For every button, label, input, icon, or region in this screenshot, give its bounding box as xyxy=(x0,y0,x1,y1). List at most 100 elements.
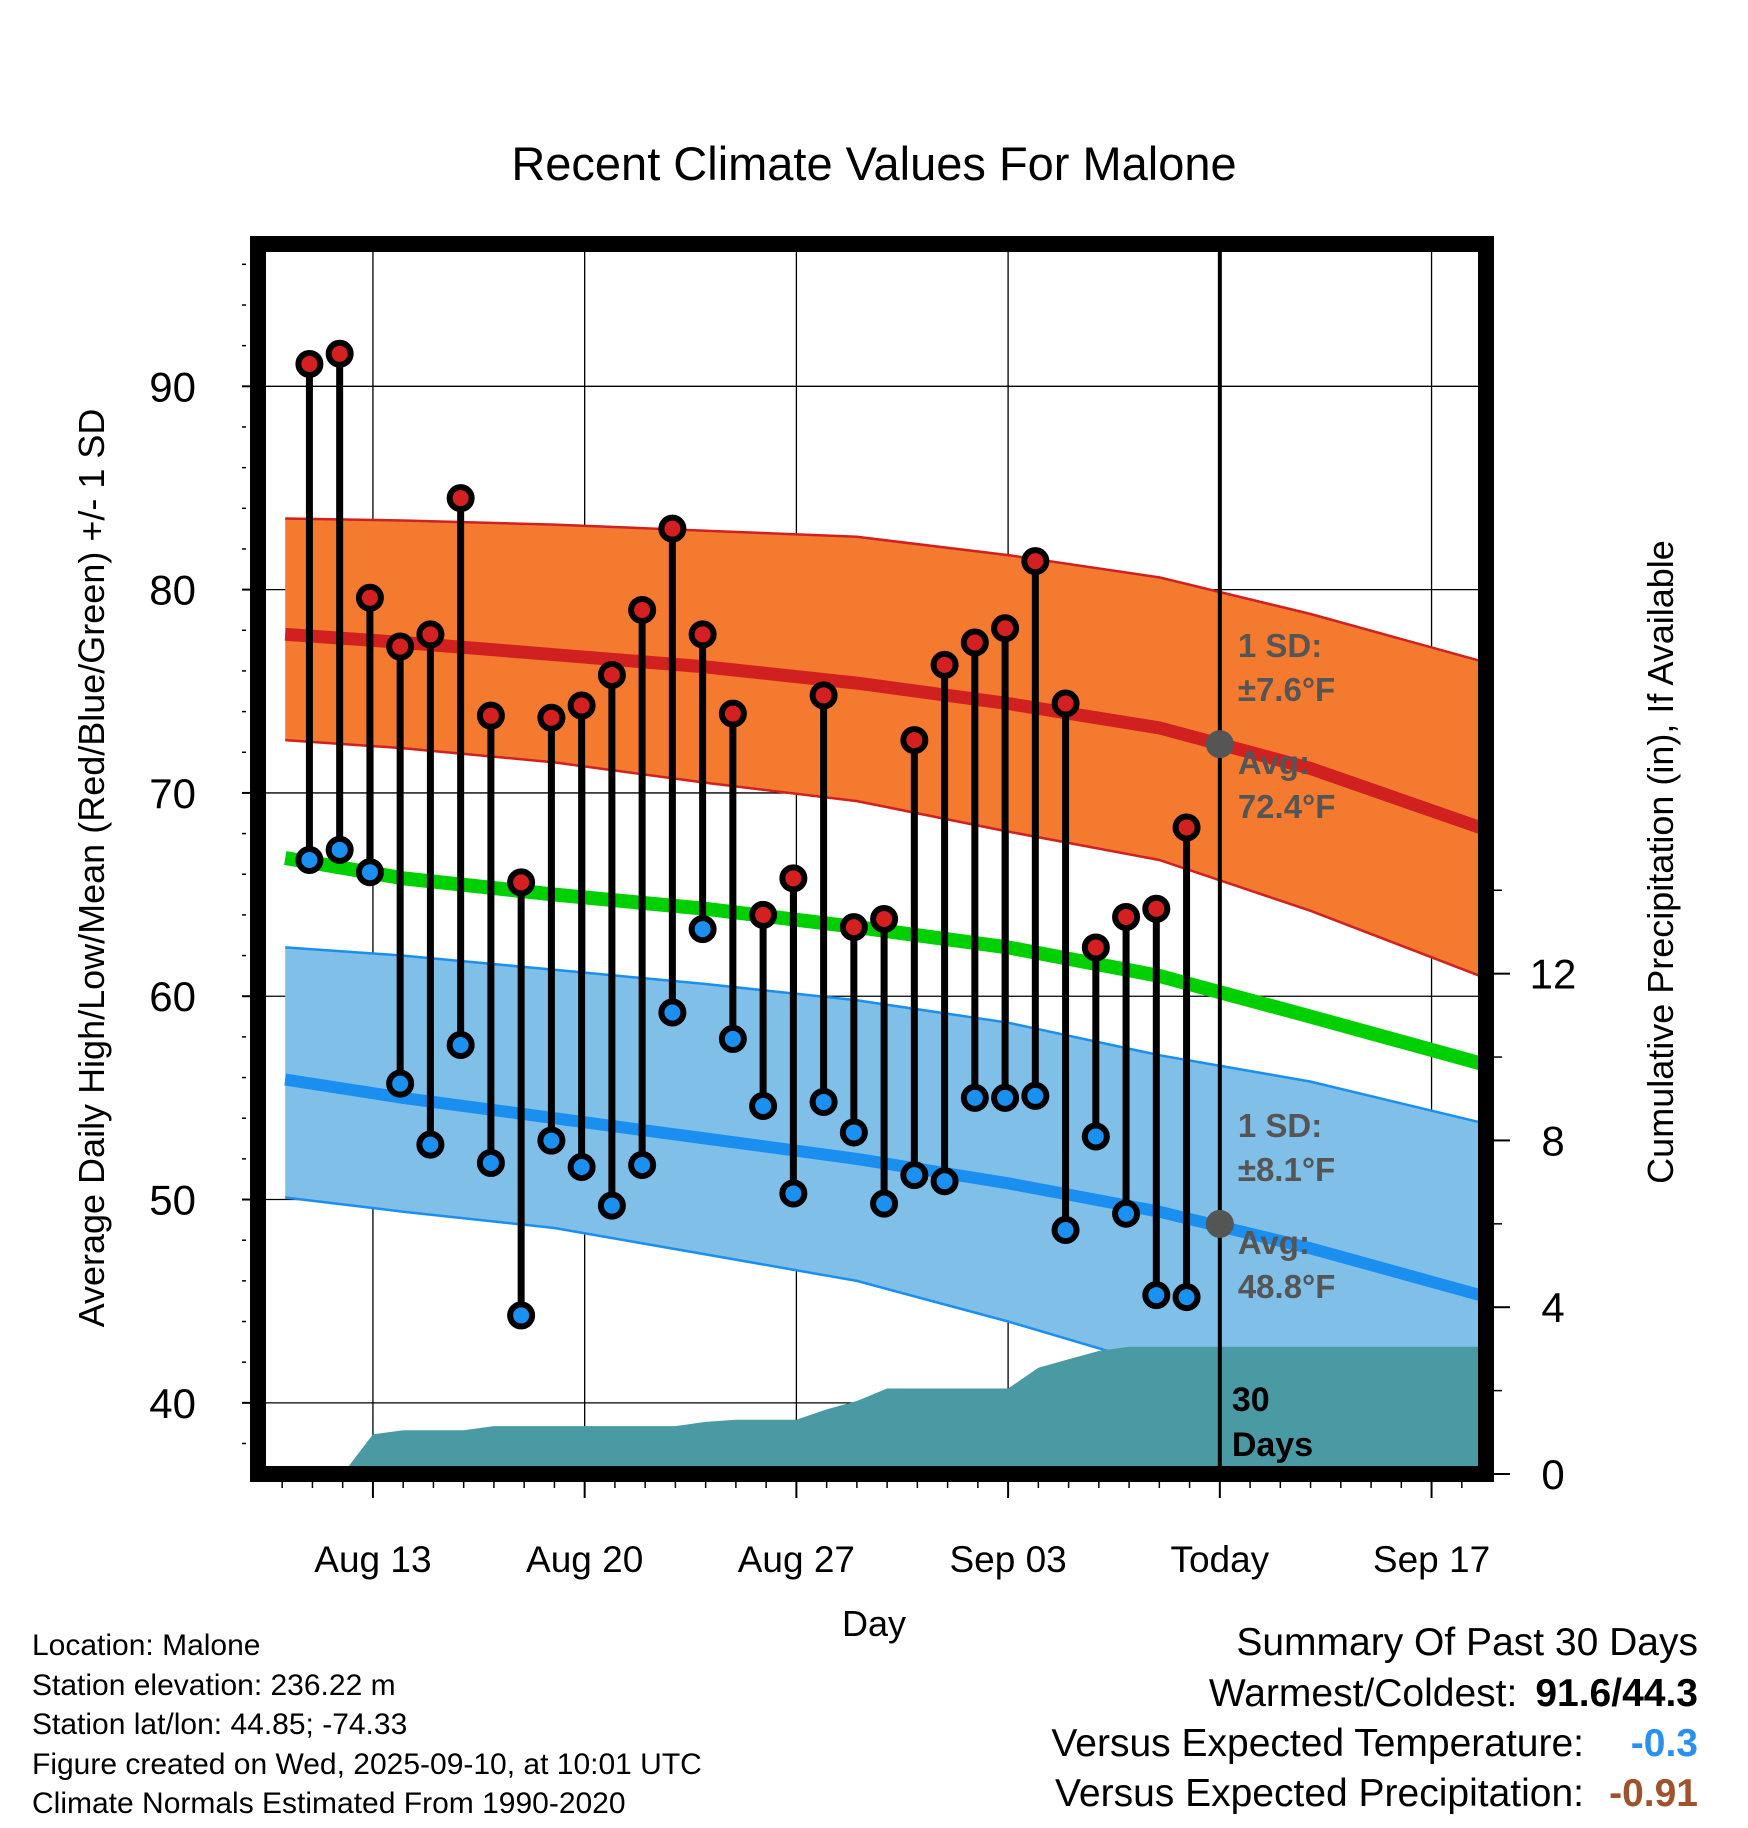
daily-low-point xyxy=(991,1083,1020,1112)
daily-high-point xyxy=(597,661,626,690)
created-text: Figure created on Wed, 2025-09-10, at 10… xyxy=(32,1747,702,1781)
daily-low-point xyxy=(900,1161,929,1190)
high-avg-marker xyxy=(1205,730,1234,759)
low-sd-label: 1 SD: xyxy=(1238,1107,1322,1144)
cumulative-precip-area xyxy=(285,1346,1481,1474)
daily-low-point xyxy=(658,998,687,1027)
x-tick-label: Aug 27 xyxy=(738,1539,855,1580)
chart-title: Recent Climate Values For Malone xyxy=(511,137,1236,190)
y-tick-label: 60 xyxy=(149,973,196,1020)
elevation-text: Station elevation: 236.22 m xyxy=(32,1668,396,1702)
daily-high-point xyxy=(809,681,838,710)
daily-low-point xyxy=(325,835,354,864)
days-word-label: Days xyxy=(1232,1426,1313,1464)
daily-high-point xyxy=(870,904,899,933)
daily-high-point xyxy=(839,913,868,942)
summary-title: Summary Of Past 30 Days xyxy=(1236,1621,1698,1664)
daily-high-point xyxy=(900,726,929,755)
daily-low-point xyxy=(507,1301,536,1330)
daily-low-point xyxy=(779,1179,808,1208)
daily-high-point xyxy=(386,632,415,661)
y-tick-label: 90 xyxy=(149,363,196,410)
daily-high-point xyxy=(1112,902,1141,931)
daily-high-point xyxy=(1142,894,1171,923)
daily-high-point xyxy=(960,628,989,657)
daily-low-point xyxy=(1172,1283,1201,1312)
daily-low-point xyxy=(960,1083,989,1112)
annotations: 1 SD: ±7.6°F Avg: 72.4°F 1 SD: ±8.1°F Av… xyxy=(1232,627,1336,1464)
warmest-value: 91.6/44.3 xyxy=(1535,1672,1698,1715)
y-right-tick-label: 12 xyxy=(1530,951,1577,998)
daily-high-point xyxy=(416,620,445,649)
y-axis-label: Average Daily High/Low/Mean (Red/Blue/Gr… xyxy=(71,409,112,1328)
y-axis-right-label: Cumulative Precipitation (in), If Availa… xyxy=(1640,540,1681,1184)
low-sd-value: ±8.1°F xyxy=(1238,1151,1335,1188)
days-count-label: 30 xyxy=(1232,1381,1270,1419)
high-avg-value: 72.4°F xyxy=(1238,788,1336,825)
x-tick-label: Sep 03 xyxy=(949,1539,1066,1580)
high-sd-band-lower-edge xyxy=(285,738,1481,978)
y-tick-label: 50 xyxy=(149,1177,196,1224)
precip-departure-label: Versus Expected Precipitation: xyxy=(1055,1772,1584,1815)
y-tick-label: 70 xyxy=(149,770,196,817)
low-avg-value: 48.8°F xyxy=(1238,1268,1336,1305)
y-right-tick-label: 8 xyxy=(1541,1117,1564,1164)
daily-low-point xyxy=(718,1024,747,1053)
x-axis-label: Day xyxy=(842,1603,906,1644)
daily-low-point xyxy=(386,1069,415,1098)
daily-high-point xyxy=(355,583,384,612)
warmest-coldest-row: Warmest/Coldest: 91.6/44.3 xyxy=(1051,1669,1698,1719)
daily-high-point xyxy=(1021,547,1050,576)
high-avg-label: Avg: xyxy=(1238,744,1310,781)
normal-low-line xyxy=(284,1073,1482,1301)
axes: 40 50 60 70 80 90 0 4 8 12 Aug 13 Aug 20 Aug 27 Sep 0… xyxy=(149,263,1577,1580)
high-sd-label: 1 SD: xyxy=(1238,627,1322,664)
daily-low-point xyxy=(809,1087,838,1116)
daily-low-point xyxy=(476,1148,505,1177)
daily-low-point xyxy=(688,915,717,944)
daily-high-point xyxy=(930,650,959,679)
latlon-text: Station lat/lon: 44.85; -74.33 xyxy=(32,1708,408,1741)
normal-high-line xyxy=(284,627,1483,834)
daily-low-point xyxy=(1051,1216,1080,1245)
daily-high-point xyxy=(628,595,657,624)
high-sd-value: ±7.6°F xyxy=(1238,671,1335,708)
daily-low-point xyxy=(446,1031,475,1060)
y-right-tick-label: 4 xyxy=(1541,1284,1564,1331)
daily-high-point xyxy=(779,864,808,893)
x-tick-label: Sep 17 xyxy=(1373,1539,1490,1580)
y-tick-label: 80 xyxy=(149,567,196,614)
warmest-label: Warmest/Coldest: xyxy=(1208,1672,1518,1715)
daily-high-point xyxy=(507,868,536,897)
x-tick-label: Aug 13 xyxy=(314,1539,431,1580)
x-tick-label: Today xyxy=(1170,1539,1269,1580)
daily-low-point xyxy=(567,1153,596,1182)
daily-high-point xyxy=(567,691,596,720)
daily-low-point xyxy=(597,1191,626,1220)
daily-low-point xyxy=(930,1167,959,1196)
daily-low-point xyxy=(416,1130,445,1159)
y-tick-label: 40 xyxy=(149,1380,196,1427)
temp-departure-value: -0.3 xyxy=(1630,1722,1698,1765)
location-text: Location: Malone xyxy=(32,1629,261,1662)
temp-departure-row: Versus Expected Temperature: -0.3 xyxy=(1051,1719,1698,1769)
daily-low-point xyxy=(749,1092,778,1121)
daily-low-point xyxy=(537,1126,566,1155)
station-info: Location: Malone Station elevation: 236.… xyxy=(32,1626,702,1824)
normals-text: Climate Normals Estimated From 1990-2020 xyxy=(32,1787,626,1820)
summary-panel: Summary Of Past 30 Days Warmest/Coldest:… xyxy=(1051,1617,1698,1819)
low-avg-label: Avg: xyxy=(1238,1224,1310,1261)
daily-low-point xyxy=(1112,1199,1141,1228)
high-sd-band xyxy=(285,518,1481,976)
low-avg-marker xyxy=(1205,1209,1234,1238)
precip-departure-row: Versus Expected Precipitation: -0.91 xyxy=(1051,1769,1698,1819)
daily-low-point xyxy=(628,1150,657,1179)
daily-range-stems xyxy=(305,353,1191,1316)
daily-low-point xyxy=(355,858,384,887)
daily-high-point xyxy=(658,514,687,543)
daily-high-point xyxy=(1081,933,1110,962)
precipitation-area xyxy=(285,1346,1481,1474)
high-sd-band-upper-edge xyxy=(285,517,1481,663)
daily-low-point xyxy=(1021,1081,1050,1110)
daily-high-point xyxy=(446,484,475,513)
